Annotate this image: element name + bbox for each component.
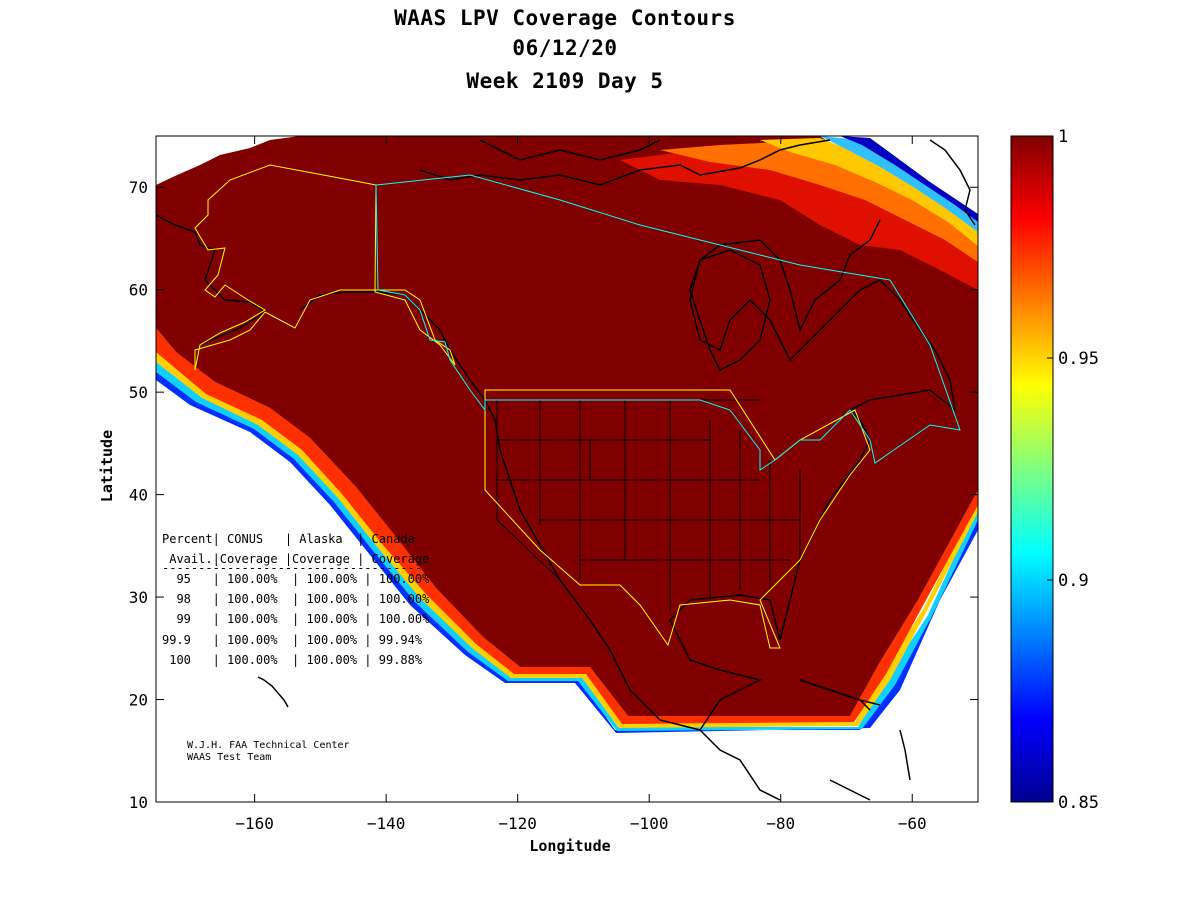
axis-ticks: −160 −140 −120 −100 −80 −60 10 20 30 40 50 60 70 bbox=[129, 136, 978, 833]
x-axis-label: Longitude bbox=[529, 837, 610, 855]
map-date: 06/12/20 bbox=[512, 36, 618, 60]
arctic-coast bbox=[419, 139, 831, 186]
coastlines bbox=[156, 139, 976, 801]
y-tick-label: 50 bbox=[129, 383, 148, 402]
y-tick-label: 30 bbox=[129, 588, 148, 607]
colorbar-ticks: 1 0.95 0.9 0.85 bbox=[1047, 127, 1099, 813]
x-tick-label: −140 bbox=[367, 814, 406, 833]
credit-line-1: W.J.H. FAA Technical Center bbox=[187, 740, 350, 751]
colorbar bbox=[1010, 135, 1054, 803]
table-row: 95 | 100.00% | 100.00% | 100.00% bbox=[162, 572, 430, 586]
credit-text: W.J.H. FAA Technical Center WAAS Test Te… bbox=[187, 740, 350, 763]
table-header-1: Percent| CONUS | Alaska | Canada bbox=[162, 532, 415, 546]
conus-boundary bbox=[484, 389, 871, 649]
alaska-coast bbox=[156, 214, 451, 351]
table-row: 99.9 | 100.00% | 100.00% | 99.94% bbox=[162, 633, 423, 647]
table-row: 99 | 100.00% | 100.00% | 100.00% bbox=[162, 612, 430, 626]
colorbar-tick-label: 0.95 bbox=[1058, 349, 1099, 369]
plot-frame bbox=[155, 135, 979, 803]
y-tick-label: 60 bbox=[129, 281, 148, 300]
pacific-coast bbox=[449, 349, 701, 731]
canada-boundary bbox=[375, 174, 961, 471]
table-row: 98 | 100.00% | 100.00% | 100.00% bbox=[162, 592, 430, 606]
y-axis-label: Latitude bbox=[98, 430, 116, 502]
table-header-2: Avail.|Coverage |Coverage | Coverage bbox=[162, 552, 429, 566]
hawaii bbox=[257, 676, 289, 708]
y-tick-label: 20 bbox=[129, 691, 148, 710]
x-tick-label: −60 bbox=[898, 814, 927, 833]
alaska-boundary bbox=[194, 164, 456, 371]
x-tick-label: −160 bbox=[235, 814, 274, 833]
coverage-full-region bbox=[156, 136, 978, 716]
x-tick-label: −120 bbox=[498, 814, 537, 833]
colorbar-tick-label: 1 bbox=[1058, 127, 1068, 147]
y-tick-label: 40 bbox=[129, 486, 148, 505]
map-week-day: Week 2109 Day 5 bbox=[466, 69, 664, 93]
table-row: 100 | 100.00% | 100.00% | 99.88% bbox=[162, 653, 423, 667]
atlantic-canada-coast bbox=[689, 219, 957, 412]
greenland-coast bbox=[929, 139, 976, 226]
table-separator: ------------------------------------ bbox=[162, 561, 422, 575]
coverage-band-blue bbox=[156, 345, 978, 733]
north-band-orange bbox=[660, 142, 978, 262]
x-tick-label: −80 bbox=[766, 814, 795, 833]
coverage-table: Percent| CONUS | Alaska | Canada Avail.|… bbox=[162, 532, 430, 667]
colorbar-tick-label: 0.85 bbox=[1058, 793, 1099, 813]
y-tick-label: 70 bbox=[129, 178, 148, 197]
credit-line-2: WAAS Test Team bbox=[187, 752, 271, 763]
colorbar-tick-label: 0.9 bbox=[1058, 571, 1089, 591]
central-america bbox=[699, 729, 911, 801]
map-area bbox=[156, 136, 978, 802]
gulf-coast bbox=[669, 409, 871, 731]
caribbean bbox=[799, 679, 881, 711]
map-title: WAAS LPV Coverage Contours bbox=[394, 6, 736, 30]
y-tick-label: 10 bbox=[129, 793, 148, 812]
hudson-bay bbox=[689, 249, 771, 372]
x-tick-label: −100 bbox=[630, 814, 669, 833]
